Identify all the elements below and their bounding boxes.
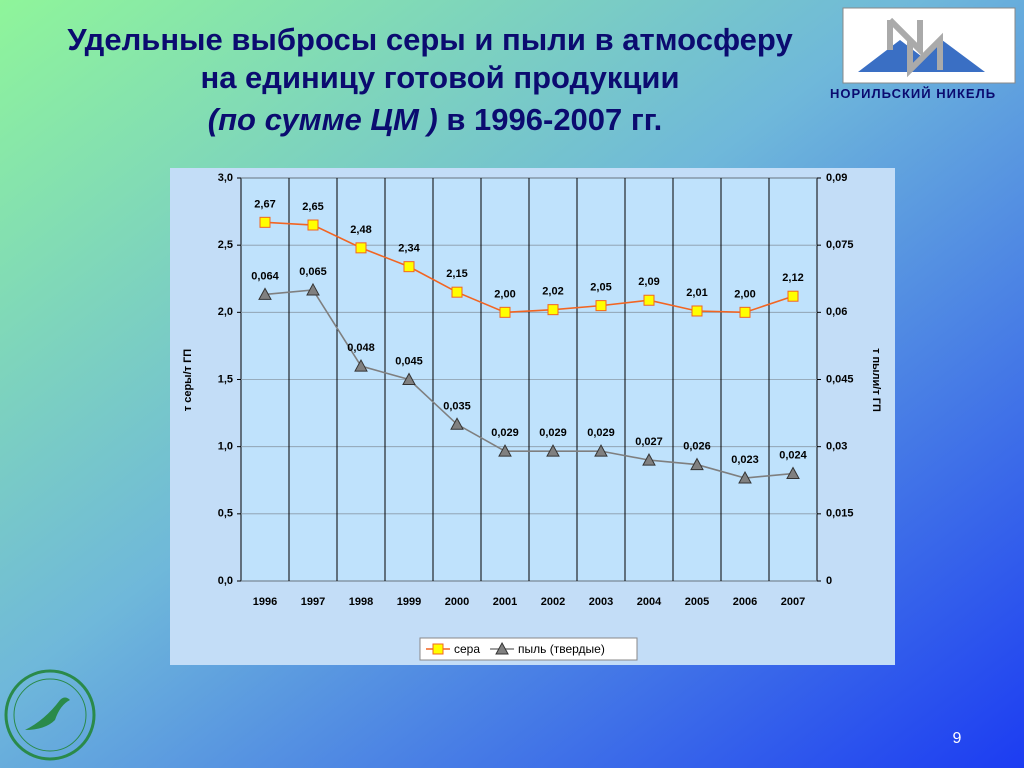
data-point	[498, 444, 512, 457]
data-point	[594, 444, 608, 457]
logo: НОРИЛЬСКИЙ НИКЕЛЬ	[830, 7, 1016, 101]
data-point	[451, 286, 463, 298]
y-tick-label: 1,5	[218, 373, 233, 385]
data-label: 0,035	[443, 400, 471, 412]
logo-text: НОРИЛЬСКИЙ НИКЕЛЬ	[830, 86, 996, 101]
data-point	[643, 294, 655, 306]
data-point	[691, 305, 703, 317]
data-label: 2,12	[782, 272, 803, 284]
series-line	[264, 221, 794, 314]
emblem	[4, 669, 96, 761]
data-point	[547, 304, 559, 316]
y-tick-label: 3,0	[218, 172, 233, 184]
data-label: 0,024	[779, 450, 807, 462]
data-label: 0,029	[491, 427, 519, 439]
legend-label: сера	[454, 642, 480, 656]
legend-marker	[432, 643, 444, 655]
series-line	[264, 289, 794, 479]
data-label: 0,065	[299, 266, 327, 278]
data-point	[642, 453, 656, 466]
data-label: 0,029	[587, 427, 615, 439]
data-label: 2,01	[686, 287, 707, 299]
title-tail: в 1996-2007 гг.	[446, 102, 662, 137]
legend-label: пыль (твердые)	[518, 642, 605, 656]
data-label: 2,34	[398, 243, 420, 255]
data-label: 0,045	[395, 356, 423, 368]
legend-box	[419, 637, 638, 661]
data-point	[307, 219, 319, 231]
data-label: 0,048	[347, 342, 375, 354]
data-point	[786, 466, 800, 480]
y2-axis-label: т пыли/т ГП	[870, 348, 882, 412]
y-tick-label: 1,0	[218, 441, 233, 453]
y2-tick-label: 0,06	[826, 306, 847, 318]
data-point	[403, 261, 415, 273]
logo-mark	[887, 17, 943, 78]
x-tick-label: 1998	[349, 596, 373, 608]
title-line: на единицу готовой продукции	[200, 60, 679, 95]
x-tick-label: 2007	[781, 596, 805, 608]
data-label: 0,029	[539, 427, 567, 439]
x-tick-label: 2003	[589, 596, 613, 608]
data-label: 0,023	[731, 454, 759, 466]
y2-tick-label: 0,03	[826, 441, 847, 453]
data-label: 2,09	[638, 276, 659, 288]
x-tick-label: 2001	[493, 596, 517, 608]
emblem-ring	[4, 669, 96, 761]
y-axis-label: т серы/т ГП	[182, 349, 194, 412]
y2-tick-label: 0,045	[826, 373, 854, 385]
data-label: 0,027	[635, 436, 663, 448]
data-label: 2,65	[302, 201, 323, 213]
data-point	[739, 306, 751, 318]
data-point	[690, 457, 704, 471]
emblem-ring	[13, 678, 87, 752]
legend	[419, 637, 638, 661]
data-point	[499, 306, 511, 318]
data-point	[402, 372, 416, 385]
data-point	[258, 287, 272, 300]
emblem-bird	[25, 697, 70, 730]
data-point	[450, 417, 464, 430]
data-label: 2,00	[734, 288, 755, 300]
y2-tick-label: 0,015	[826, 508, 854, 520]
y-tick-label: 2,0	[218, 306, 233, 318]
x-tick-label: 2006	[733, 596, 757, 608]
data-point	[546, 444, 560, 457]
page-number: 9	[953, 730, 962, 747]
y2-tick-label: 0,09	[826, 172, 847, 184]
data-label: 0,026	[683, 441, 711, 453]
x-tick-label: 2005	[685, 596, 709, 608]
data-point	[306, 282, 320, 296]
data-point	[595, 300, 607, 312]
x-tick-label: 2002	[541, 596, 565, 608]
data-point	[787, 290, 799, 302]
data-label: 2,48	[350, 224, 371, 236]
x-tick-label: 1999	[397, 596, 421, 608]
data-label: 2,05	[590, 282, 611, 294]
y-tick-label: 2,5	[218, 239, 233, 251]
title-line: Удельные выбросы серы и пыли в атмосферу	[67, 22, 793, 57]
data-label: 2,00	[494, 288, 515, 300]
x-tick-label: 1996	[253, 596, 277, 608]
data-point	[259, 216, 271, 228]
data-label: 0,064	[251, 270, 279, 282]
y-tick-label: 0,5	[218, 508, 233, 520]
data-label: 2,15	[446, 268, 467, 280]
y2-tick-label: 0,075	[826, 239, 854, 251]
data-label: 2,67	[254, 198, 275, 210]
x-tick-label: 1997	[301, 596, 325, 608]
x-tick-label: 2004	[637, 596, 662, 608]
data-point	[354, 359, 368, 372]
y2-tick-label: 0	[826, 575, 832, 587]
legend-marker	[495, 641, 509, 655]
x-tick-label: 2000	[445, 596, 469, 608]
data-point	[738, 470, 752, 484]
title-line: (по сумме ЦМ ) в 1996-2007 гг.	[208, 102, 662, 137]
y-tick-label: 0,0	[218, 575, 233, 587]
data-point	[355, 242, 367, 254]
data-label: 2,02	[542, 286, 563, 298]
title-em: (по сумме ЦМ )	[208, 102, 438, 137]
